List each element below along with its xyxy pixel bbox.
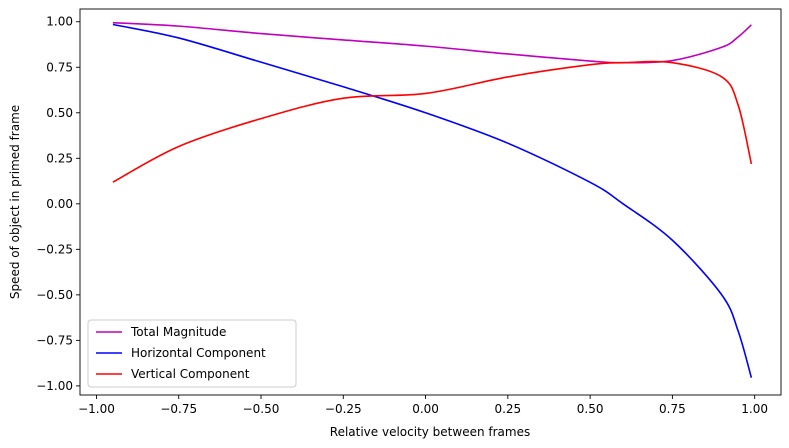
x-ticks: −1.00 −0.75 −0.50 −0.25 0.00 0.25 0.50 0.75 1.00 [78, 395, 768, 416]
series-line-vertical-component [112, 60, 753, 183]
y-tick-label: −0.25 [36, 242, 73, 256]
y-tick-label: 0.50 [46, 106, 73, 120]
y-tick-label: 0.25 [46, 151, 73, 165]
y-tick-label: 0.00 [46, 197, 73, 211]
legend-label: Total Magnitude [130, 325, 226, 339]
series-line-total-magnitude [112, 21, 752, 64]
y-axis-label: Speed of object in primed frame [8, 105, 22, 299]
x-tick-label: 0.00 [412, 402, 439, 416]
x-tick-label: 1.00 [741, 402, 768, 416]
plot-frame [79, 8, 782, 396]
y-tick-label: −1.00 [36, 379, 73, 393]
y-tick-label: 0.75 [46, 60, 73, 74]
legend-label: Vertical Component [131, 367, 250, 381]
x-tick-label: −0.50 [243, 402, 280, 416]
y-tick-label: −0.50 [36, 288, 73, 302]
series-line-horizontal-component [112, 23, 753, 378]
x-axis-label: Relative velocity between frames [330, 425, 530, 439]
legend-box [87, 319, 297, 388]
x-tick-label: −0.75 [160, 402, 197, 416]
x-tick-label: 0.25 [494, 402, 521, 416]
y-tick-label: 1.00 [46, 15, 73, 29]
legend: Total Magnitude Horizontal Component Verti… [87, 319, 297, 388]
y-ticks: 1.00 0.75 0.50 0.25 0.00 −0.25 −0.50 −0.75 −1.00 [36, 15, 80, 393]
x-tick-label: 0.50 [577, 402, 604, 416]
legend-label: Horizontal Component [131, 346, 266, 360]
series-layer [112, 21, 753, 378]
x-tick-label: 0.75 [659, 402, 686, 416]
y-tick-label: −0.75 [36, 333, 73, 347]
x-tick-label: −0.25 [325, 402, 362, 416]
x-tick-label: −1.00 [78, 402, 115, 416]
